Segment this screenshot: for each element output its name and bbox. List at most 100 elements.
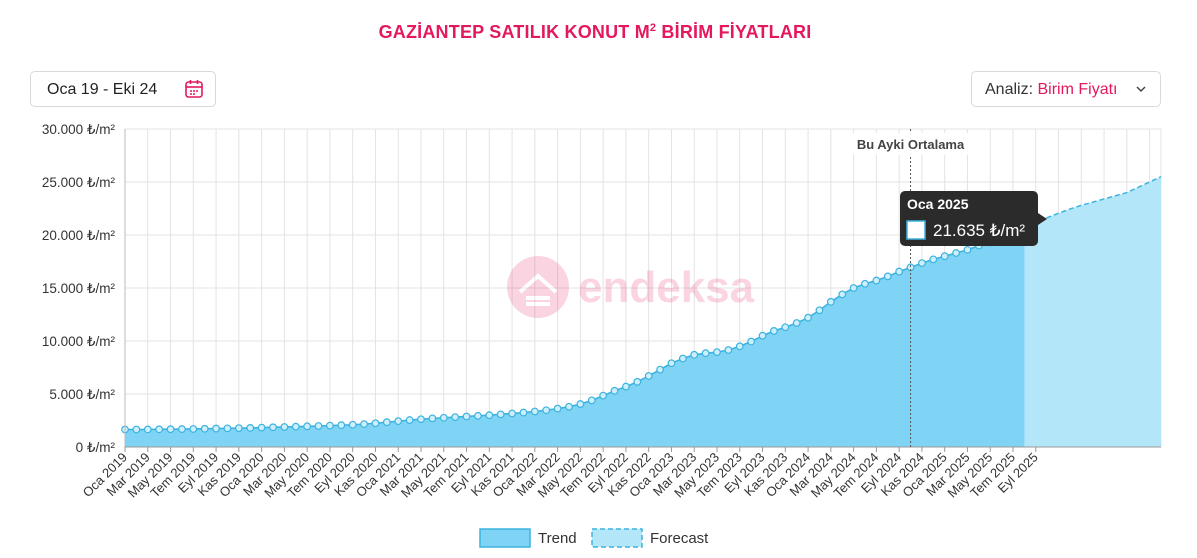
analysis-dropdown[interactable]: Analiz: Birim Fiyatı: [971, 71, 1161, 107]
trend-point: [656, 365, 664, 374]
y-tick-label: 25.000 ₺/m²: [42, 175, 116, 190]
trend-point: [701, 349, 710, 358]
trend-point: [508, 409, 516, 418]
trend-point: [474, 411, 482, 420]
date-range-value: Oca 19 - Eki 24: [47, 81, 158, 98]
watermark-logo-icon: [507, 256, 569, 318]
current-month-label: Bu Ayki Ortalama: [857, 137, 965, 152]
trend-point: [519, 408, 528, 417]
trend-point: [382, 418, 391, 427]
trend-point: [724, 346, 733, 354]
trend-point: [223, 424, 232, 433]
trend-point: [553, 404, 562, 413]
trend-point: [644, 372, 653, 380]
trend-point: [804, 313, 812, 322]
trend-point: [428, 414, 437, 423]
y-tick-label: 0 ₺/m²: [76, 440, 116, 455]
legend-label-forecast: Forecast: [650, 530, 709, 547]
trend-point: [952, 249, 960, 257]
trend-point: [269, 423, 277, 432]
trend-point: [360, 420, 368, 429]
trend-point: [371, 419, 380, 428]
tooltip-pointer: [1038, 213, 1047, 225]
trend-point: [861, 279, 869, 288]
page-title: GAZİANTEP SATILIK KONUT M2 BİRİM FİYATLA…: [378, 22, 812, 42]
trend-point: [291, 422, 300, 431]
trend-point: [178, 425, 186, 433]
tooltip-title: Oca 2025: [907, 196, 969, 212]
trend-point: [189, 425, 198, 433]
trend-point: [530, 407, 539, 416]
trend-point: [326, 421, 334, 430]
trend-point: [257, 423, 266, 432]
trend-point: [940, 252, 949, 261]
analysis-label: Analiz: Birim Fiyatı: [985, 81, 1118, 98]
trend-point: [849, 284, 858, 292]
trend-point: [667, 359, 676, 368]
trend-point: [394, 417, 403, 426]
trend-point: [143, 425, 152, 434]
trend-point: [758, 331, 767, 340]
marker-label-bg: [847, 133, 974, 155]
trend-point: [622, 382, 630, 391]
date-range-picker[interactable]: Oca 19 - Eki 24: [30, 71, 216, 107]
y-tick-label: 10.000 ₺/m²: [42, 334, 116, 349]
trend-point: [303, 422, 312, 431]
trend-point: [280, 423, 289, 431]
analysis-value: Birim Fiyatı: [1037, 81, 1118, 98]
trend-point: [599, 391, 608, 400]
trend-point: [565, 402, 573, 411]
trend-point: [212, 424, 220, 433]
trend-point: [781, 323, 790, 332]
trend-point: [417, 415, 425, 424]
trend-point: [462, 412, 471, 421]
trend-point: [713, 348, 721, 357]
trend-point: [246, 424, 255, 432]
watermark-logo-mark: [518, 273, 558, 306]
watermark-text: endeksa: [578, 263, 755, 312]
trend-point: [610, 386, 619, 395]
trend-point: [200, 424, 209, 433]
tooltip-value: 21.635 ₺/m²: [933, 221, 1025, 240]
trend-point: [234, 424, 243, 433]
y-tick-label: 15.000 ₺/m²: [42, 281, 116, 296]
trend-point: [872, 276, 881, 285]
trend-point: [132, 425, 141, 434]
trend-point: [496, 410, 505, 419]
trend-point: [576, 400, 585, 408]
calendar-icon[interactable]: [183, 78, 205, 100]
trend-point: [883, 272, 892, 281]
trend-point: [633, 377, 642, 386]
tooltip-box: [900, 191, 1038, 246]
trend-point: [542, 406, 551, 415]
trend-point: [826, 297, 835, 306]
legend-label-trend: Trend: [538, 530, 577, 547]
trend-point: [838, 290, 847, 299]
y-tick-label: 20.000 ₺/m²: [42, 228, 116, 243]
trend-area: [125, 227, 1025, 447]
trend-point: [929, 255, 938, 264]
trend-point: [735, 342, 744, 351]
trend-point: [895, 267, 904, 276]
tooltip: Oca 2025 21.635 ₺/m²: [900, 191, 1047, 246]
trend-point: [963, 245, 972, 254]
legend: Trend Forecast: [479, 528, 709, 548]
trend-point: [747, 337, 756, 346]
trend-point: [770, 327, 778, 335]
y-tick-label: 30.000 ₺/m²: [42, 122, 116, 137]
tooltip-swatch: [906, 220, 926, 240]
trend-point: [337, 421, 346, 430]
trend-point: [314, 422, 323, 430]
legend-swatch-forecast: [591, 528, 643, 548]
trend-point: [918, 259, 926, 267]
trend-point: [678, 354, 687, 363]
trend-point: [348, 420, 357, 429]
legend-swatch-trend: [479, 528, 531, 548]
trend-point: [155, 425, 164, 434]
trend-point: [405, 416, 414, 424]
trend-point: [439, 413, 448, 422]
y-tick-label: 5.000 ₺/m²: [49, 387, 115, 402]
chevron-down-icon[interactable]: [1136, 85, 1146, 93]
trend-point: [166, 425, 175, 434]
